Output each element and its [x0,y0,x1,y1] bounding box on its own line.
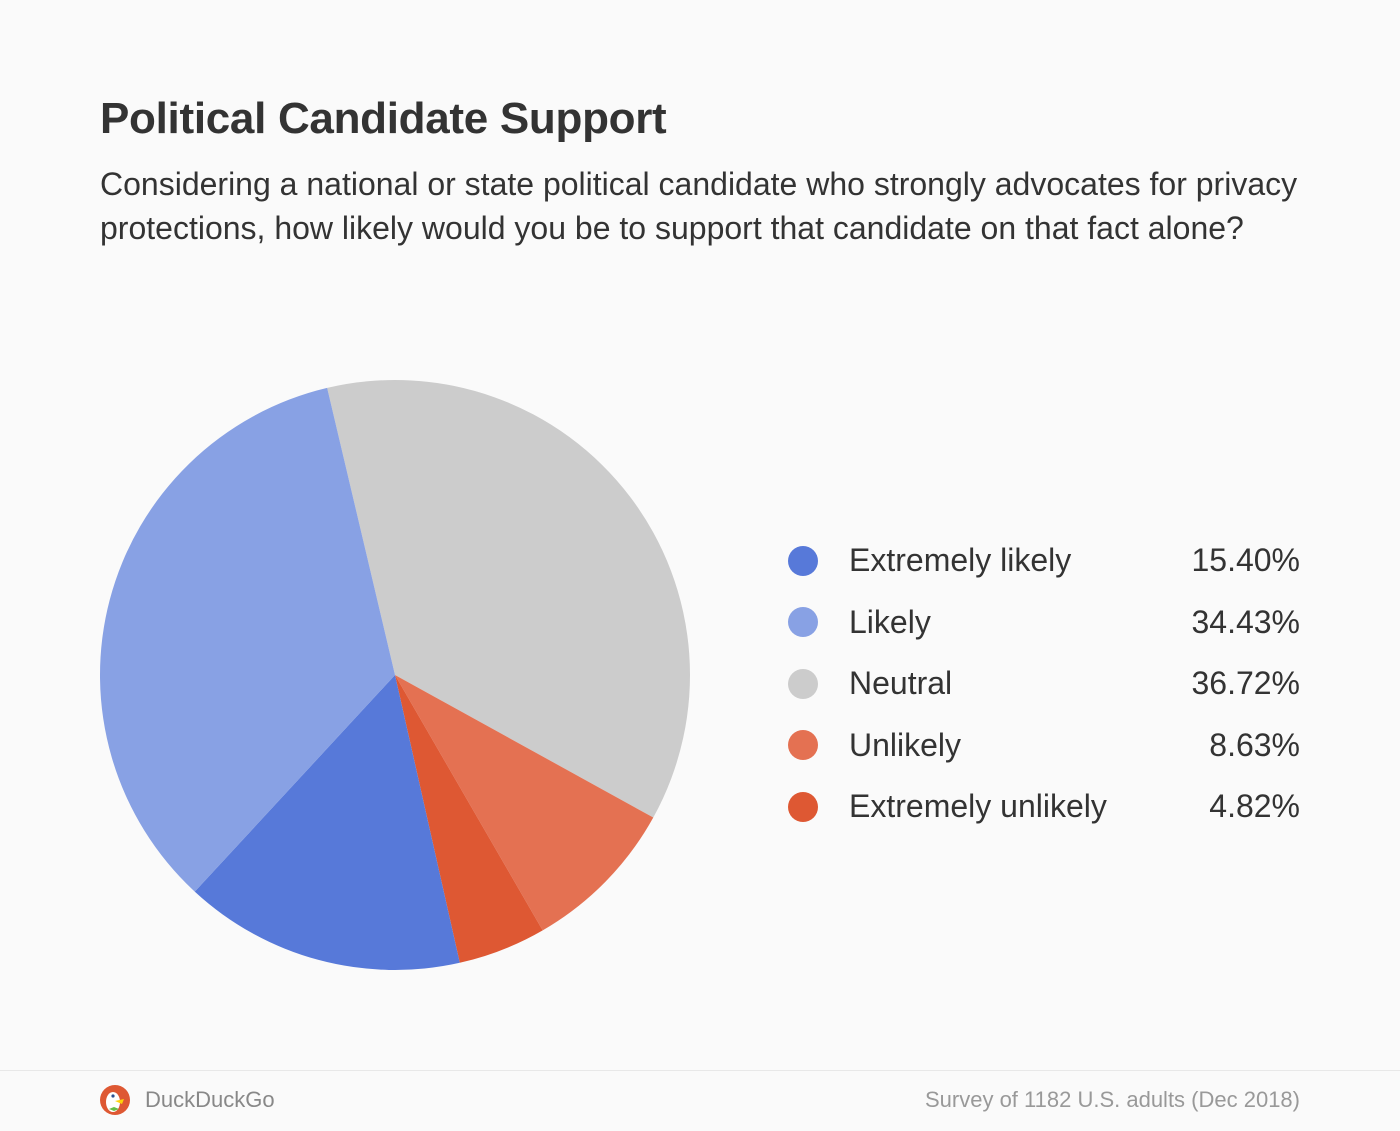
legend-item: Unlikely 8.63% [788,715,1300,777]
legend-label: Extremely likely [849,542,1072,579]
legend-value: 4.82% [1209,788,1300,825]
chart-subtitle: Considering a national or state politica… [100,166,1298,246]
legend-swatch [788,791,818,822]
source-note: Survey of 1182 U.S. adults (Dec 2018) [924,1087,1300,1112]
legend-item: Neutral 36.72% [788,653,1300,715]
legend-label: Unlikely [849,726,962,763]
pie-slice-extremely-unlikely [395,675,543,963]
pie-slice-neutral [327,380,690,818]
legend-item: Extremely likely 15.40% [788,530,1300,592]
pie-slice-extremely-likely [194,675,460,970]
legend-value: 15.40% [1191,542,1300,579]
brand-name: DuckDuckGo [145,1087,275,1112]
legend-value: 36.72% [1191,665,1300,702]
legend-label: Extremely unlikely [849,788,1107,825]
pie-slice-unlikely [395,675,654,931]
legend-value: 34.43% [1191,603,1300,640]
legend-value: 8.63% [1209,726,1300,763]
legend-label: Likely [849,603,931,640]
pie-slice-likely [100,387,396,892]
legend-swatch [788,545,818,576]
legend-swatch [788,607,818,638]
pie-chart [100,380,690,970]
footer: DuckDuckGo Survey of 1182 U.S. adults (D… [0,1070,1400,1131]
legend-item: Likely 34.43% [788,592,1300,654]
legend: Extremely likely 15.40% Likely 34.43% Neut… [788,530,1300,838]
legend-swatch [788,730,818,761]
chart-title: Political Candidate Support [100,94,667,143]
legend-item: Extremely unlikely 4.82% [788,776,1300,838]
legend-swatch [788,668,818,699]
duckduckgo-logo-icon [100,1085,130,1115]
legend-label: Neutral [849,665,953,702]
